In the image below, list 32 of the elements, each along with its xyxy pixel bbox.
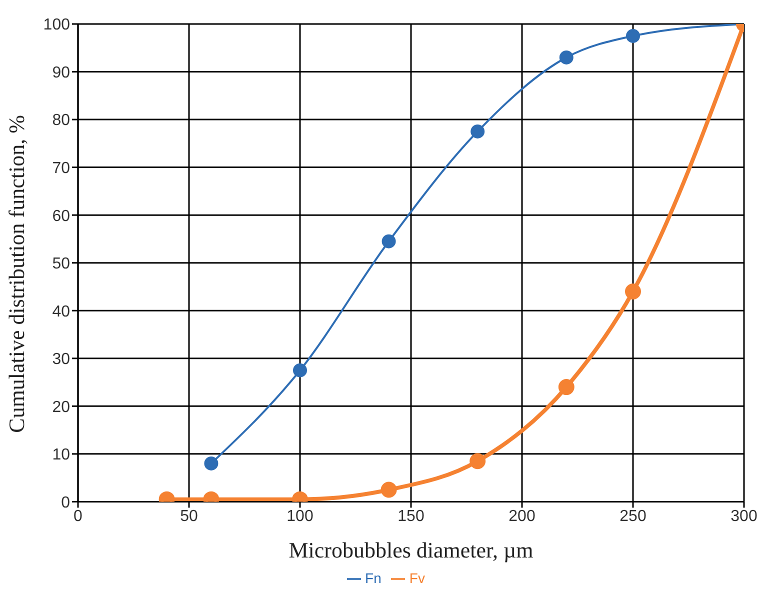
point — [626, 28, 640, 43]
point — [470, 453, 486, 470]
x-axis-title: Microbubbles diameter, µm — [288, 538, 534, 563]
y-tick-label: 40 — [52, 303, 70, 320]
x-tick-label: 100 — [286, 508, 314, 526]
point — [382, 234, 396, 248]
y-tick-label: 0 — [61, 494, 70, 512]
y-tick-label: 10 — [52, 446, 70, 464]
y-tick-label: 20 — [52, 398, 70, 416]
legend-label: Fv — [409, 570, 425, 586]
y-tick-label: 30 — [52, 351, 70, 368]
x-tick-label: 150 — [398, 508, 424, 526]
y-tick-label: 90 — [52, 64, 70, 82]
point — [558, 379, 574, 396]
y-tick-label: 80 — [52, 112, 70, 130]
x-tick-label: 300 — [730, 508, 758, 526]
y-tick-label: 100 — [43, 16, 70, 34]
y-tick-label: 60 — [52, 208, 70, 225]
y-tick-label: 50 — [52, 256, 70, 273]
point — [470, 124, 485, 138]
x-tick-label: 50 — [180, 508, 198, 526]
point — [625, 284, 641, 300]
x-tick-label: 250 — [620, 508, 646, 526]
x-tick-label: 200 — [508, 508, 536, 526]
legend-label: Fn — [365, 570, 382, 586]
point — [204, 456, 218, 470]
point — [293, 363, 307, 378]
x-tick-label: 0 — [74, 508, 83, 526]
y-axis-title: Cumulative distribution function, % — [4, 115, 29, 433]
point — [380, 482, 397, 498]
y-tick-label: 70 — [52, 160, 70, 177]
point — [559, 50, 574, 64]
